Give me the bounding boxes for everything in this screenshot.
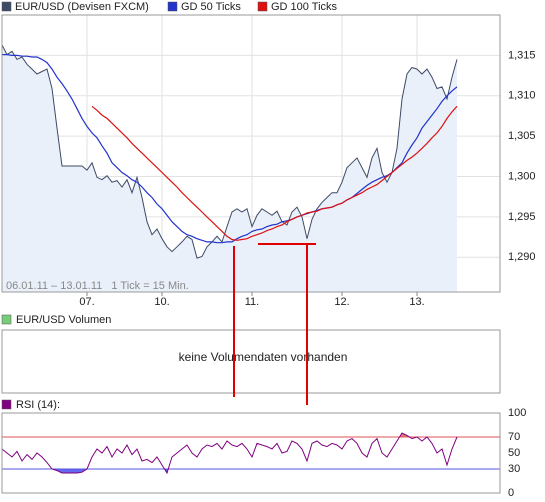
legend-swatch xyxy=(1,314,12,325)
y-tick-label: 1,310 xyxy=(508,90,536,102)
rsi-line xyxy=(1,432,458,475)
y-tick-label: 1,305 xyxy=(508,130,536,142)
rsi-frame xyxy=(1,412,501,494)
series-line xyxy=(91,105,458,241)
y-tick-label: 1,300 xyxy=(508,170,536,182)
volume-frame xyxy=(1,329,501,394)
legend-label: RSI (14): xyxy=(16,399,60,411)
legend-swatch xyxy=(1,1,12,12)
x-tick-label: 07. xyxy=(79,296,94,308)
plot-layer xyxy=(1,15,500,475)
x-tick-label: 12. xyxy=(334,296,349,308)
price-frame xyxy=(1,14,501,293)
legend-label: GD 100 Ticks xyxy=(271,1,338,13)
no-data-note: keine Volumendaten vorhanden xyxy=(179,350,348,364)
y-tick-label: 1,295 xyxy=(508,211,536,223)
rsi-fill xyxy=(2,469,457,473)
x-tick-label: 10. xyxy=(154,296,169,308)
price-area xyxy=(2,44,457,293)
series-line xyxy=(1,44,458,259)
y-tick-label: 50 xyxy=(508,447,520,459)
subtitle: 06.01.11 – 13.01.11 1 Tick = 15 Min. xyxy=(6,280,189,292)
x-tick-label: 13. xyxy=(409,296,424,308)
legend-swatch xyxy=(257,1,268,12)
y-tick-label: 70 xyxy=(508,431,520,443)
y-tick-label: 100 xyxy=(508,407,526,419)
legend-label: EUR/USD Volumen xyxy=(16,314,111,326)
y-tick-label: 0 xyxy=(508,487,514,499)
y-tick-label: 1,290 xyxy=(508,251,536,263)
x-tick-label: 11. xyxy=(245,296,259,308)
y-tick-label: 1,315 xyxy=(508,49,536,61)
legend-label: EUR/USD (Devisen FXCM) xyxy=(15,1,149,13)
legend-swatch xyxy=(1,399,12,410)
legend-label: GD 50 Ticks xyxy=(181,1,241,13)
legend-swatch xyxy=(167,1,178,12)
series-line xyxy=(2,54,458,244)
y-tick-label: 30 xyxy=(508,463,520,475)
rsi-fill xyxy=(2,433,457,437)
